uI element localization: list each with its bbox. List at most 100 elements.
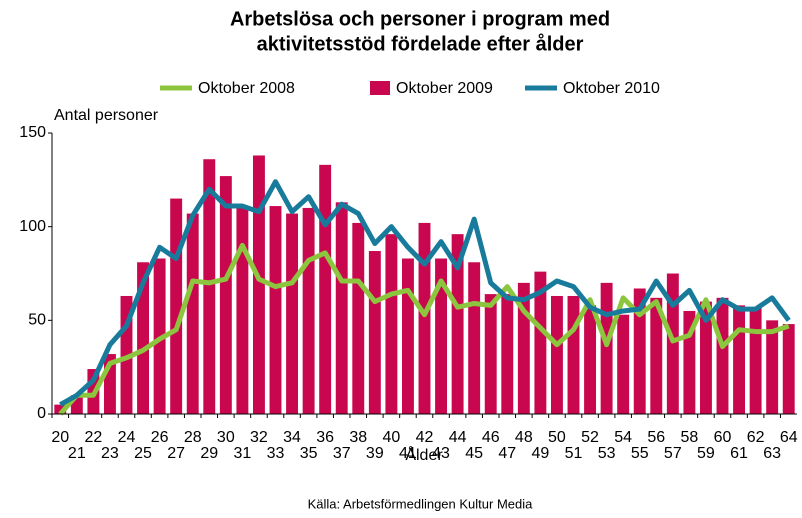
bar [120,295,133,414]
bar [170,198,183,414]
bar [368,251,381,414]
legend-label: Oktober 2010 [563,80,660,97]
bar [435,258,448,414]
x-tick-label: 31 [233,445,251,462]
source: Källa: Arbetsförmedlingen Kultur Media [308,496,534,511]
bar [617,314,630,414]
bar [749,307,762,414]
bar [517,282,530,414]
legend-label: Oktober 2008 [198,80,295,97]
bar [269,206,282,414]
chart-title: aktivitetsstöd fördelade efter ålder [257,32,584,55]
bar [137,262,150,414]
chart-title: Arbetslösa och personer i program med [230,8,610,30]
x-tick-label: 30 [217,429,235,446]
x-tick-label: 27 [167,445,185,462]
bar [203,159,216,414]
x-tick-label: 53 [598,445,616,462]
x-tick-label: 22 [84,429,102,446]
bar [252,155,265,415]
x-tick-label: 46 [482,429,500,446]
x-tick-label: 33 [267,445,285,462]
x-tick-label: 45 [465,445,483,462]
x-tick-label: 56 [647,429,665,446]
legend-swatch [370,81,390,95]
line [58,242,790,416]
bar [401,258,414,414]
bar [683,310,696,414]
x-axis-label: Ålder [405,445,443,464]
x-tick-label: 61 [730,445,748,462]
bar [468,262,481,414]
x-tick-label: 20 [51,429,69,446]
x-tick-label: 39 [366,445,384,462]
bar [286,213,299,414]
x-tick-label: 42 [416,429,434,446]
bar [716,297,729,414]
x-tick-label: 28 [184,429,202,446]
bar [352,222,365,414]
bar [733,305,746,414]
x-tick-label: 54 [614,429,632,446]
bar [550,295,563,414]
x-tick-label: 47 [498,445,516,462]
x-tick-label: 49 [531,445,549,462]
bar [600,282,613,414]
x-tick-label: 23 [101,445,119,462]
bar [567,295,580,414]
x-tick-label: 50 [548,429,566,446]
bar [335,202,348,414]
x-tick-label: 21 [68,445,86,462]
y-axis-label: Antal personer [54,107,159,124]
bar [451,234,464,414]
x-tick-label: 60 [714,429,732,446]
x-tick-label: 26 [151,429,169,446]
x-tick-label: 32 [250,429,268,446]
y-tick-label: 150 [19,124,46,141]
x-tick-label: 63 [763,445,781,462]
bar [385,234,398,414]
bar [501,294,514,414]
x-tick-label: 48 [515,429,533,446]
x-tick-label: 29 [200,445,218,462]
bar [319,164,332,414]
bar [302,207,315,414]
x-tick-label: 36 [316,429,334,446]
x-tick-label: 37 [333,445,351,462]
x-tick-label: 57 [664,445,682,462]
x-tick-label: 40 [382,429,400,446]
bar [54,404,67,414]
bar [766,320,779,414]
bar [103,354,116,414]
bar [418,222,431,414]
x-tick-label: 52 [581,429,599,446]
x-tick-label: 51 [565,445,583,462]
x-tick-label: 44 [449,429,467,446]
x-tick-label: 25 [134,445,152,462]
bar [219,176,232,414]
legend-label: Oktober 2009 [396,80,493,97]
bar [584,305,597,414]
bar [699,301,712,414]
x-tick-label: 34 [283,429,301,446]
bar [666,273,679,414]
y-tick-label: 0 [37,405,46,422]
bar [484,294,497,414]
x-tick-label: 59 [697,445,715,462]
x-tick-label: 58 [680,429,698,446]
bar [70,395,83,414]
x-tick-label: 55 [631,445,649,462]
line [59,179,791,407]
x-tick-label: 24 [118,429,136,446]
x-tick-label: 38 [349,429,367,446]
x-tick-label: 41 [399,445,417,462]
bar [236,206,249,414]
x-tick-label: 62 [747,429,765,446]
bar [650,297,663,414]
bar [782,324,795,414]
bar [534,271,547,414]
x-tick-label: 64 [780,429,798,446]
x-tick-label: 43 [432,445,450,462]
bar [633,288,646,414]
